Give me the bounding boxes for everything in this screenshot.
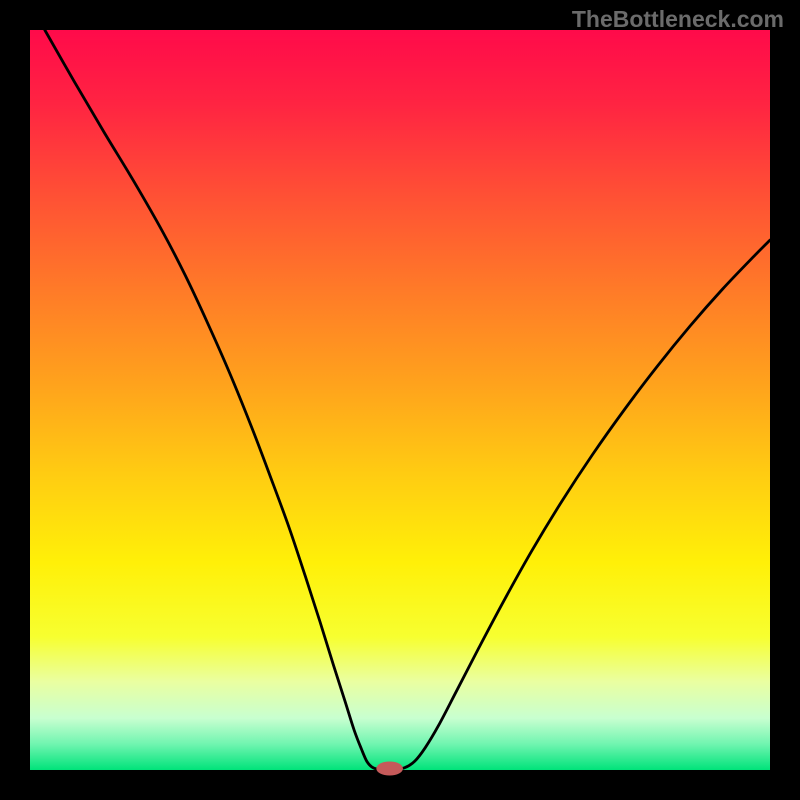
bottleneck-chart xyxy=(0,0,800,800)
chart-container: TheBottleneck.com xyxy=(0,0,800,800)
watermark-text: TheBottleneck.com xyxy=(572,6,784,33)
plot-background xyxy=(30,30,770,770)
optimal-marker xyxy=(376,761,403,775)
